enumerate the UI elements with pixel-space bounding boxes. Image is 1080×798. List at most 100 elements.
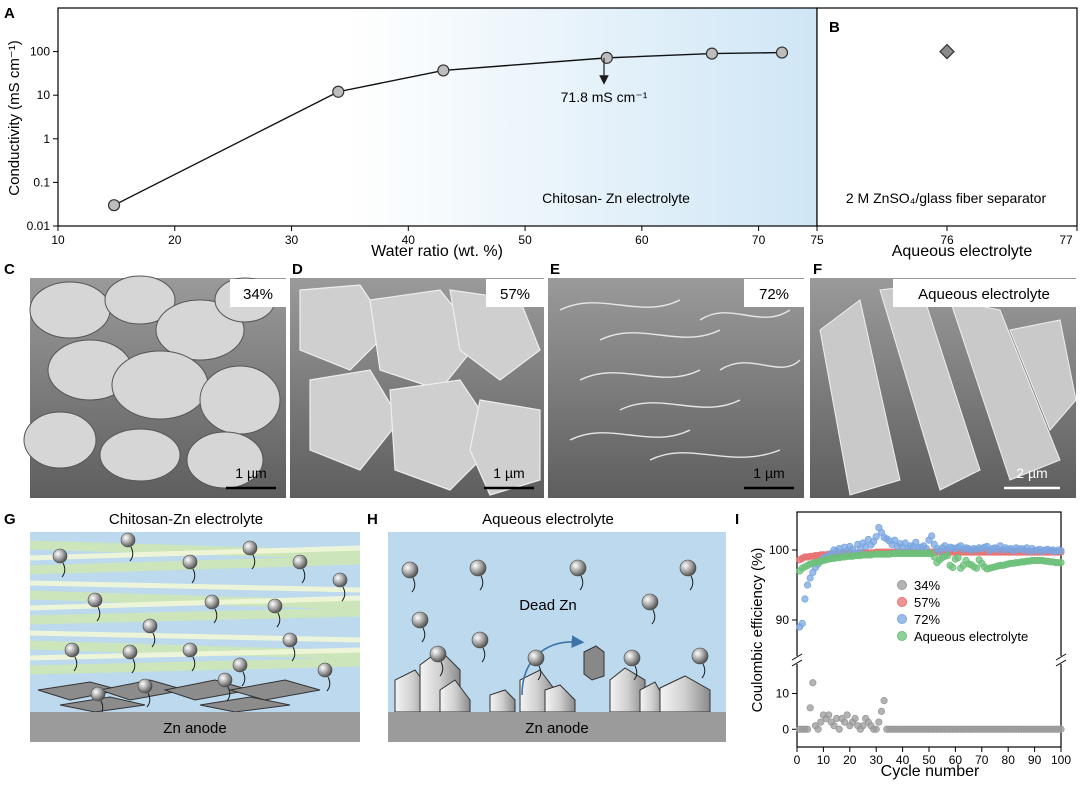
data-point-b bbox=[939, 43, 955, 60]
axis-ticks-i: 0 10 20 30 40 50 60 70 80 90 100 90 100 0 10 bbox=[769, 543, 1071, 767]
ion-path bbox=[481, 647, 486, 663]
scale-label-f: 2 µm bbox=[1016, 465, 1047, 481]
region-label-b: 2 M ZnSO₄/glass fiber separator bbox=[846, 190, 1047, 206]
x-tick-label-i: 20 bbox=[843, 753, 857, 767]
zn-ion bbox=[332, 572, 348, 588]
panel-g: G Chitosan-Zn electrolyte Zn anode bbox=[4, 511, 361, 742]
x-tick-label-b: 76 bbox=[940, 233, 954, 247]
sem-plates-f bbox=[819, 284, 1077, 496]
zn-ions-g bbox=[52, 532, 348, 716]
x-tick-label-b: 77 bbox=[1059, 233, 1073, 247]
panel-e: E 72% 1 µm bbox=[548, 261, 804, 498]
data-point-i bbox=[801, 595, 809, 603]
x-tick-label-i: 40 bbox=[896, 753, 910, 767]
data-point-i bbox=[972, 564, 981, 572]
schematic-title-h: Aqueous electrolyte bbox=[482, 511, 614, 528]
x-tick-label-i: 30 bbox=[870, 753, 884, 767]
ion-path bbox=[213, 608, 218, 624]
zn-ion bbox=[471, 631, 489, 649]
zn-ion bbox=[120, 532, 136, 548]
axis-ticks-b: 76 77 bbox=[940, 226, 1078, 247]
legend-label: 57% bbox=[914, 595, 940, 610]
zn-ion bbox=[641, 593, 659, 611]
zn-ion bbox=[469, 559, 487, 577]
data-series-b bbox=[939, 43, 955, 60]
zn-ion bbox=[182, 642, 198, 658]
zn-anode-h bbox=[388, 712, 726, 742]
panel-letter-e: E bbox=[550, 261, 560, 278]
x-tick-label-a: 50 bbox=[518, 233, 532, 247]
ion-path bbox=[251, 554, 256, 570]
ion-path bbox=[73, 656, 78, 672]
data-point-i bbox=[830, 722, 838, 730]
y-axis-label-a: Conductivity (mS cm⁻¹) bbox=[6, 40, 23, 195]
zn-anode-g bbox=[30, 712, 360, 742]
axis-break-gap bbox=[793, 656, 801, 664]
zn-ion bbox=[90, 686, 106, 702]
y-tick-label-a: 10 bbox=[37, 88, 51, 102]
data-point-i bbox=[943, 551, 952, 560]
zn-ion bbox=[232, 657, 248, 673]
ion-path bbox=[129, 546, 134, 562]
zn-dendrites-h bbox=[394, 649, 711, 713]
zn-ion bbox=[52, 548, 68, 564]
panel-letter-d: D bbox=[292, 261, 303, 278]
ion-path bbox=[226, 686, 231, 702]
y-tick-label-i-lower: 10 bbox=[776, 686, 790, 700]
panel-letter-i: I bbox=[735, 511, 739, 528]
data-point-a bbox=[107, 199, 121, 212]
legend-marker bbox=[897, 597, 907, 607]
data-point-i bbox=[954, 554, 962, 562]
y-axis-label-i: Coulombic efficiency (%) bbox=[749, 548, 766, 713]
legend-marker bbox=[897, 614, 907, 624]
panel-letter-g: G bbox=[4, 511, 16, 528]
zn-ion bbox=[623, 649, 641, 667]
zn-ion bbox=[569, 559, 587, 577]
data-point-i bbox=[843, 711, 851, 719]
panel-c: C 34% 1 µm bbox=[4, 261, 286, 498]
data-point-i bbox=[1057, 558, 1065, 567]
anode-label-g: Zn anode bbox=[163, 720, 226, 737]
data-point-a bbox=[705, 47, 719, 60]
dead-zn-fragment bbox=[583, 645, 605, 681]
axis-break-mark bbox=[1055, 653, 1067, 661]
ion-path bbox=[411, 577, 416, 593]
anode-label-h: Zn anode bbox=[525, 720, 588, 737]
zn-ion bbox=[317, 662, 333, 678]
x-tick-label-i: 80 bbox=[1002, 753, 1016, 767]
ion-path bbox=[151, 632, 156, 648]
x-tick-label-a: 70 bbox=[752, 233, 766, 247]
legend-marker bbox=[897, 580, 907, 590]
data-point-i bbox=[825, 711, 833, 719]
zn-ion bbox=[429, 645, 447, 663]
data-point-i bbox=[928, 532, 936, 540]
data-point-i bbox=[891, 536, 899, 544]
zn-ion bbox=[282, 632, 298, 648]
zn-ion bbox=[122, 644, 138, 660]
data-point-i bbox=[859, 722, 867, 730]
zn-ion bbox=[691, 647, 709, 665]
panel-d: D 57% 1 µm bbox=[290, 261, 544, 498]
zn-ion bbox=[679, 559, 697, 577]
zn-ion bbox=[527, 649, 545, 667]
data-point-i bbox=[798, 619, 806, 628]
zn-ion bbox=[401, 561, 419, 579]
x-tick-label-i: 70 bbox=[975, 753, 989, 767]
x-tick-label-i: 100 bbox=[1051, 753, 1071, 767]
y-tick-label-a: 1 bbox=[43, 132, 50, 146]
panel-letter-f: F bbox=[813, 261, 822, 278]
legend-marker bbox=[897, 631, 907, 641]
ion-path bbox=[479, 575, 484, 591]
zn-ion bbox=[142, 618, 158, 634]
data-point-i bbox=[872, 533, 880, 541]
sem-image-e bbox=[548, 278, 804, 498]
data-point-a bbox=[332, 85, 345, 98]
data-point-i bbox=[806, 704, 814, 712]
panel-h: H Aqueous electrolyte Dead Zn Zn anode bbox=[367, 511, 726, 742]
zn-ion bbox=[87, 592, 103, 608]
data-point-i bbox=[803, 581, 812, 589]
ion-path bbox=[341, 586, 346, 602]
y-tick-label-i-upper: 90 bbox=[776, 613, 790, 627]
ion-path bbox=[537, 665, 542, 681]
scale-label-d: 1 µm bbox=[493, 465, 524, 481]
